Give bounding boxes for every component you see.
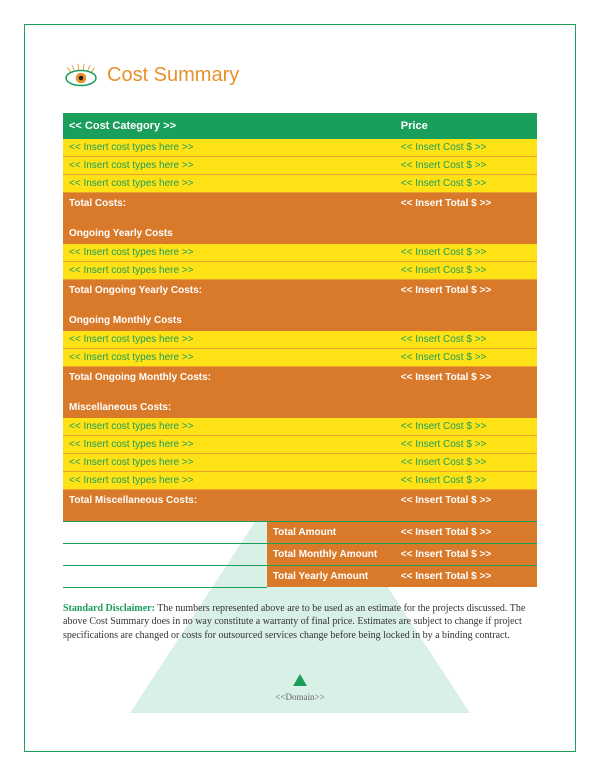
section-label: Ongoing Monthly Costs <box>63 301 395 331</box>
total-label: Total Ongoing Monthly Costs: <box>63 367 395 389</box>
summary-label: Total Amount <box>267 522 395 544</box>
page-title: Cost Summary <box>107 64 239 87</box>
table-row: << Insert cost types here >><< Insert Co… <box>63 454 537 472</box>
cost-value: << Insert Cost $ >> <box>395 454 537 472</box>
cost-value: << Insert Cost $ >> <box>395 262 537 280</box>
section-blank <box>395 301 537 331</box>
table-row: << Insert cost types here >><< Insert Co… <box>63 139 537 157</box>
table-row: << Insert cost types here >><< Insert Co… <box>63 472 537 490</box>
spacer <box>63 511 395 522</box>
cost-type-label: << Insert cost types here >> <box>63 262 395 280</box>
summary-label: Total Yearly Amount <box>267 566 395 588</box>
table-row: << Insert cost types here >><< Insert Co… <box>63 262 537 280</box>
cost-value: << Insert Cost $ >> <box>395 349 537 367</box>
table-row: << Insert cost types here >><< Insert Co… <box>63 157 537 175</box>
summary-blank <box>63 522 267 544</box>
footer: <<Domain>> <box>63 674 537 705</box>
cost-value: << Insert Cost $ >> <box>395 436 537 454</box>
cost-value: << Insert Cost $ >> <box>395 244 537 262</box>
cost-table: << Cost Category >>Price<< Insert cost t… <box>63 113 537 588</box>
cost-type-label: << Insert cost types here >> <box>63 175 395 193</box>
footer-domain: <<Domain>> <box>275 692 324 702</box>
spacer <box>395 511 537 522</box>
total-row: Total Costs:<< Insert Total $ >> <box>63 193 537 215</box>
spacer-row <box>63 511 537 522</box>
arrow-up-icon <box>293 674 307 686</box>
cost-type-label: << Insert cost types here >> <box>63 472 395 490</box>
disclaimer-lead: Standard Disclaimer: <box>63 603 155 614</box>
section-blank <box>395 388 537 418</box>
eye-icon <box>63 63 99 87</box>
section-blank <box>395 214 537 244</box>
table-row: << Insert cost types here >><< Insert Co… <box>63 436 537 454</box>
title-row: Cost Summary <box>63 63 537 87</box>
cost-value: << Insert Cost $ >> <box>395 139 537 157</box>
total-row: Total Miscellaneous Costs:<< Insert Tota… <box>63 490 537 512</box>
total-label: Total Costs: <box>63 193 395 215</box>
total-value: << Insert Total $ >> <box>395 367 537 389</box>
total-value: << Insert Total $ >> <box>395 280 537 302</box>
cost-value: << Insert Cost $ >> <box>395 472 537 490</box>
table-row: << Insert cost types here >><< Insert Co… <box>63 418 537 436</box>
total-value: << Insert Total $ >> <box>395 193 537 215</box>
cost-value: << Insert Cost $ >> <box>395 418 537 436</box>
section-header: Miscellaneous Costs: <box>63 388 537 418</box>
table-header: << Cost Category >>Price <box>63 113 537 139</box>
table-row: << Insert cost types here >><< Insert Co… <box>63 349 537 367</box>
section-header: Ongoing Monthly Costs <box>63 301 537 331</box>
cost-type-label: << Insert cost types here >> <box>63 349 395 367</box>
total-value: << Insert Total $ >> <box>395 490 537 512</box>
total-row: Total Ongoing Monthly Costs:<< Insert To… <box>63 367 537 389</box>
header-category: << Cost Category >> <box>63 113 395 139</box>
summary-value: << Insert Total $ >> <box>395 522 537 544</box>
table-row: << Insert cost types here >><< Insert Co… <box>63 331 537 349</box>
page-border: Cost Summary << Cost Category >>Price<< … <box>24 24 576 752</box>
page-content: Cost Summary << Cost Category >>Price<< … <box>63 63 537 713</box>
total-row: Total Ongoing Yearly Costs:<< Insert Tot… <box>63 280 537 302</box>
summary-row: Total Yearly Amount<< Insert Total $ >> <box>63 566 537 588</box>
summary-value: << Insert Total $ >> <box>395 544 537 566</box>
summary-blank <box>63 544 267 566</box>
cost-type-label: << Insert cost types here >> <box>63 418 395 436</box>
table-row: << Insert cost types here >><< Insert Co… <box>63 175 537 193</box>
section-label: Miscellaneous Costs: <box>63 388 395 418</box>
table-row: << Insert cost types here >><< Insert Co… <box>63 244 537 262</box>
summary-row: Total Amount<< Insert Total $ >> <box>63 522 537 544</box>
total-label: Total Miscellaneous Costs: <box>63 490 395 512</box>
summary-value: << Insert Total $ >> <box>395 566 537 588</box>
cost-type-label: << Insert cost types here >> <box>63 244 395 262</box>
cost-value: << Insert Cost $ >> <box>395 331 537 349</box>
disclaimer: Standard Disclaimer: The numbers represe… <box>63 602 537 643</box>
cost-type-label: << Insert cost types here >> <box>63 454 395 472</box>
cost-type-label: << Insert cost types here >> <box>63 157 395 175</box>
header-price: Price <box>395 113 537 139</box>
summary-blank <box>63 566 267 588</box>
cost-type-label: << Insert cost types here >> <box>63 331 395 349</box>
cost-value: << Insert Cost $ >> <box>395 157 537 175</box>
cost-type-label: << Insert cost types here >> <box>63 436 395 454</box>
summary-row: Total Monthly Amount<< Insert Total $ >> <box>63 544 537 566</box>
section-label: Ongoing Yearly Costs <box>63 214 395 244</box>
cost-type-label: << Insert cost types here >> <box>63 139 395 157</box>
section-header: Ongoing Yearly Costs <box>63 214 537 244</box>
summary-label: Total Monthly Amount <box>267 544 395 566</box>
total-label: Total Ongoing Yearly Costs: <box>63 280 395 302</box>
cost-value: << Insert Cost $ >> <box>395 175 537 193</box>
